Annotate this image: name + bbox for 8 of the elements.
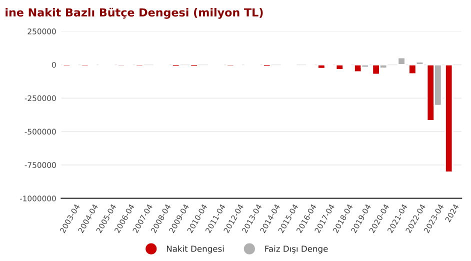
- bar: [172, 64, 180, 68]
- bar: [262, 64, 272, 68]
- legend-label: Nakit Dengesi: [166, 245, 224, 254]
- chart-title: ine Nakit Bazlı Bütçe Dengesi (milyon TL): [6, 8, 263, 19]
- bar: [444, 64, 454, 173]
- bar: [397, 56, 406, 66]
- legend-label: Faiz Dışı Denge: [265, 245, 328, 254]
- bar: [190, 64, 198, 68]
